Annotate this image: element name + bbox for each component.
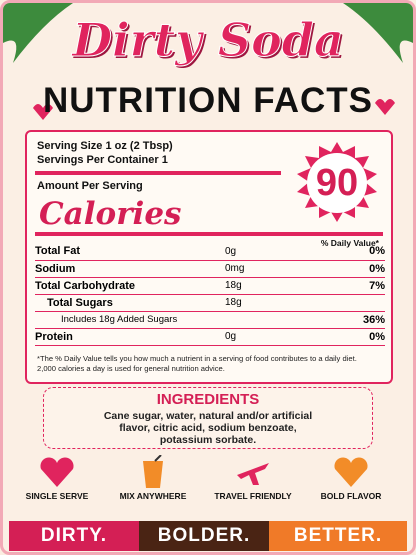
ingredients-title: INGREDIENTS bbox=[156, 391, 260, 408]
amount-per-serving: Amount Per Serving bbox=[37, 180, 143, 192]
nutrient-dv: 7% bbox=[325, 277, 385, 295]
nutrient-amount bbox=[225, 311, 325, 329]
nutrient-row: Sodium 0mg 0% bbox=[35, 260, 385, 278]
subtitle: NUTRITION FACTS bbox=[43, 81, 373, 120]
nutrient-amount: 0mg bbox=[225, 260, 325, 278]
nutrient-name: Sodium bbox=[35, 260, 225, 278]
feature: SINGLE SERVE bbox=[17, 455, 97, 501]
nutrient-row: Includes 18g Added Sugars 36% bbox=[35, 311, 385, 329]
feature: MIX ANYWHERE bbox=[113, 454, 193, 501]
banner: BOLDER. bbox=[139, 521, 269, 551]
ingredients-text: Cane sugar, water, natural and/or artifi… bbox=[103, 410, 313, 446]
feature-label: BOLD FLAVOR bbox=[320, 491, 382, 501]
calories-value: 90 bbox=[316, 162, 358, 204]
nutrient-row: Total Sugars 18g bbox=[35, 294, 385, 312]
nutrient-name: Protein bbox=[35, 328, 225, 346]
ingredients-box: INGREDIENTS Cane sugar, water, natural a… bbox=[43, 387, 373, 449]
nutrient-amount: 0g bbox=[225, 328, 325, 346]
feature: TRAVEL FRIENDLY bbox=[213, 455, 293, 501]
nutrient-name: Total Fat bbox=[35, 243, 225, 261]
servings: Servings Per Container 1 bbox=[37, 154, 168, 166]
nutrient-table: Total Fat 0g 0% Sodium 0mg 0% Total Carbohydra… bbox=[35, 243, 385, 346]
nutrient-dv bbox=[325, 294, 385, 312]
banner: BETTER. bbox=[269, 521, 407, 551]
nutrient-dv: 0% bbox=[325, 260, 385, 278]
serving-size: Serving Size 1 oz (2 Tbsp) bbox=[37, 140, 173, 152]
calorie-splash: 90 bbox=[297, 142, 377, 222]
nutrient-row: Total Carbohydrate 18g 7% bbox=[35, 277, 385, 295]
nutrient-dv: 36% bbox=[325, 311, 385, 329]
nutrient-dv: 0% bbox=[325, 328, 385, 346]
nutrition-panel: Serving Size 1 oz (2 Tbsp) Servings Per … bbox=[25, 130, 393, 384]
footnote: *The % Daily Value tells you how much a … bbox=[37, 354, 357, 373]
nutrient-row: Total Fat 0g 0% bbox=[35, 243, 385, 261]
feature-label: SINGLE SERVE bbox=[25, 491, 89, 501]
nutrient-row: Protein 0g 0% bbox=[35, 328, 385, 346]
title: Dirty Soda bbox=[72, 13, 344, 68]
nutrient-amount: 18g bbox=[225, 294, 325, 312]
feature: BOLD FLAVOR bbox=[311, 455, 391, 501]
banner: DIRTY. bbox=[9, 521, 139, 551]
nutrient-name: Includes 18g Added Sugars bbox=[35, 311, 225, 329]
calories-label: Calories bbox=[39, 196, 182, 232]
nutrient-name: Total Carbohydrate bbox=[35, 277, 225, 295]
feature-label: MIX ANYWHERE bbox=[119, 491, 187, 501]
nutrient-amount: 18g bbox=[225, 277, 325, 295]
nutrient-dv: 0% bbox=[325, 243, 385, 261]
nutrient-amount: 0g bbox=[225, 243, 325, 261]
feature-label: TRAVEL FRIENDLY bbox=[214, 491, 292, 501]
decor bbox=[3, 3, 413, 120]
nutrient-name: Total Sugars bbox=[35, 294, 225, 312]
